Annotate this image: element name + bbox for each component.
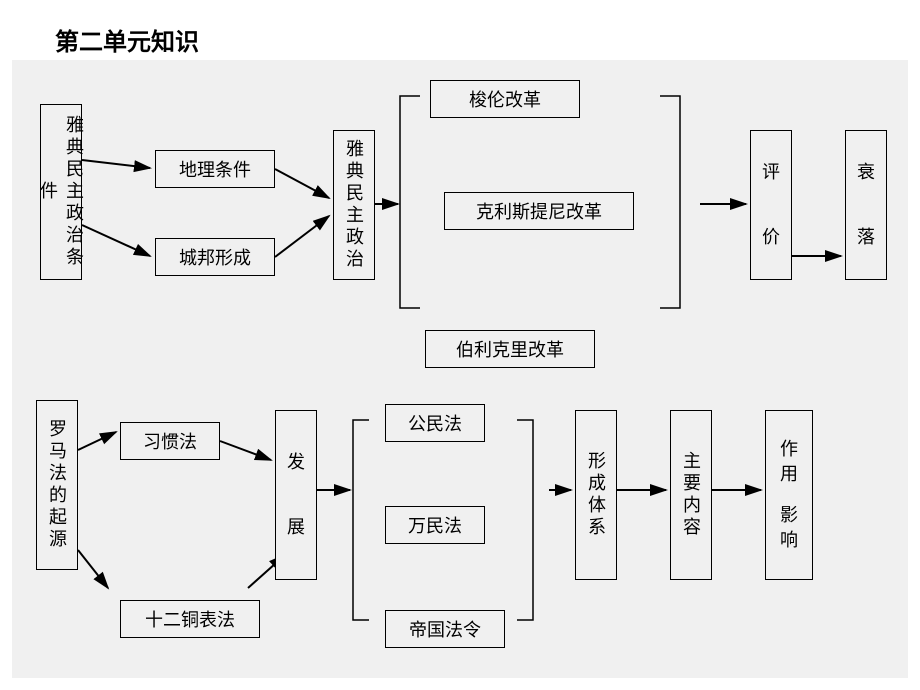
node-r_civil: 公民法 xyxy=(385,404,485,442)
node-a_eval: 评价 xyxy=(750,130,792,280)
node-a_peric: 伯利克里改革 xyxy=(425,330,595,368)
arrow-2 xyxy=(275,169,329,198)
arrow-8 xyxy=(78,550,108,588)
node-a_dem: 雅典民主政治 xyxy=(333,130,375,280)
node-a_cleis: 克利斯提尼改革 xyxy=(444,192,634,230)
node-a_solon: 梭伦改革 xyxy=(430,80,580,118)
node-r_system: 形成体系 xyxy=(575,410,617,580)
node-a_polis: 城邦形成 xyxy=(155,238,275,276)
bracket-3 xyxy=(517,420,533,620)
diagram-canvas: 雅典民主政治条件 地理条件城邦形成 雅典民主政治 梭伦改革克利斯提尼改革伯利克里改革 评… xyxy=(12,60,908,678)
node-r_origin: 罗马法的起源 xyxy=(36,400,78,570)
page-title: 第二单元知识 xyxy=(55,22,199,57)
node-a_cond: 雅典民主政治条件 xyxy=(40,104,82,280)
node-a_decline: 衰落 xyxy=(845,130,887,280)
arrow-9 xyxy=(220,441,271,460)
node-r_content: 主要内容 xyxy=(670,410,712,580)
arrow-0 xyxy=(82,160,150,168)
node-r_twelve: 十二铜表法 xyxy=(120,600,260,638)
arrow-3 xyxy=(275,216,329,257)
arrow-1 xyxy=(82,225,150,256)
node-r_edict: 帝国法令 xyxy=(385,610,505,648)
node-r_custom: 习惯法 xyxy=(120,422,220,460)
arrow-7 xyxy=(78,432,116,450)
bracket-2 xyxy=(353,420,369,620)
node-a_geo: 地理条件 xyxy=(155,150,275,188)
node-r_gentium: 万民法 xyxy=(385,506,485,544)
node-r_dev: 发展 xyxy=(275,410,317,580)
bracket-1 xyxy=(660,96,680,308)
node-r_effect: 作用影响 xyxy=(765,410,813,580)
bracket-0 xyxy=(400,96,420,308)
